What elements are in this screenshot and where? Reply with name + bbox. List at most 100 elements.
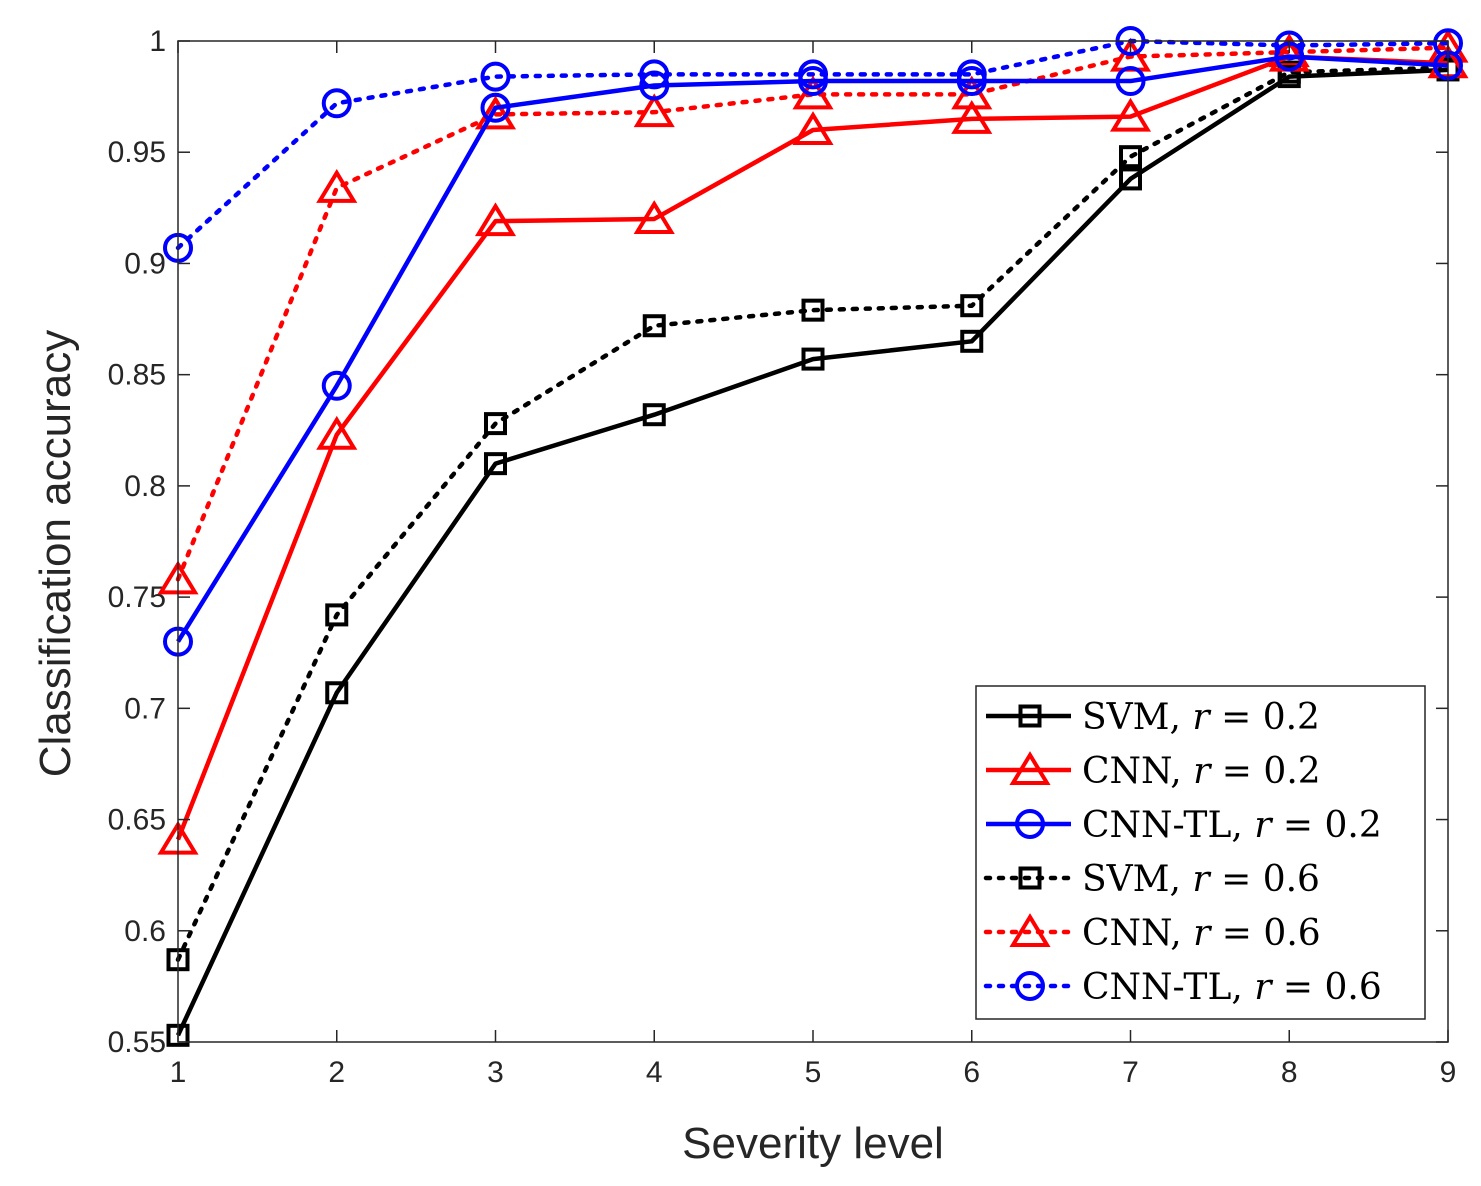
x-tick-label: 3 [487, 1056, 504, 1089]
data-point [1119, 145, 1142, 169]
series-line [175, 67, 1449, 1037]
series-1 [166, 58, 1460, 1047]
legend-label-value: = 0.6 [1271, 967, 1381, 1008]
x-tick-label: 7 [1122, 1056, 1139, 1089]
legend-marker [1018, 704, 1042, 728]
x-tick-label: 5 [805, 1056, 822, 1089]
legend-entry: CNN-TL, r = 0.6 [983, 967, 1382, 1008]
legend-label-prefix: CNN, [1082, 913, 1193, 954]
data-point [321, 88, 352, 119]
legend-label-variable: r [1254, 967, 1273, 1008]
axes-frame [177, 40, 1449, 1043]
legend-label-value: = 0.6 [1210, 859, 1320, 900]
legend-label-prefix: CNN-TL, [1082, 967, 1254, 1008]
legend-label: CNN, r = 0.6 [1082, 913, 1321, 954]
y-tick-label: 0.9 [124, 247, 166, 280]
legend-label-prefix: CNN, [1082, 751, 1193, 792]
axes-box [177, 40, 1449, 1043]
x-tick-label: 2 [328, 1056, 345, 1089]
data-point [633, 93, 675, 128]
x-tick-label: 9 [1440, 1056, 1457, 1089]
data-point [633, 200, 675, 234]
legend-label: SVM, r = 0.2 [1082, 697, 1320, 738]
legend-entry: CNN, r = 0.2 [986, 751, 1321, 792]
legend-box [975, 685, 1426, 1020]
legend-label: CNN, r = 0.2 [1082, 751, 1321, 792]
legend-marker [1009, 751, 1051, 785]
x-tick-label: 8 [1281, 1056, 1298, 1089]
legend-label-value: = 0.2 [1271, 805, 1381, 846]
legend-label-variable: r [1193, 751, 1212, 792]
series-line [175, 54, 1449, 841]
data-point [316, 415, 358, 450]
y-tick-label: 0.55 [108, 1026, 166, 1059]
data-point [484, 412, 507, 436]
legend-marker [1015, 971, 1045, 1001]
legend-label-variable: r [1193, 913, 1212, 954]
data-point [792, 111, 834, 145]
data-point [1109, 97, 1152, 132]
legend-label-prefix: CNN-TL, [1082, 805, 1254, 846]
y-tick-label: 0.75 [108, 581, 166, 614]
legend-marker [1018, 866, 1042, 890]
data-point [325, 681, 349, 705]
y-tick-label: 0.7 [124, 692, 166, 725]
y-tick-label: 0.8 [124, 470, 166, 503]
legend-entry: SVM, r = 0.2 [986, 697, 1320, 738]
data-point [321, 370, 352, 401]
y-axis-title: Classification accuracy [31, 330, 80, 778]
series-line [175, 38, 1451, 251]
data-point [1115, 66, 1146, 97]
legend-label-prefix: SVM, [1082, 697, 1192, 738]
series-line [175, 65, 1451, 962]
data-point [1119, 167, 1142, 191]
data-point [960, 329, 984, 353]
data-point [801, 298, 825, 322]
legend-marker [1015, 809, 1045, 839]
data-point [951, 100, 993, 134]
data-point [642, 403, 666, 427]
legend-label: CNN-TL, r = 0.6 [1082, 967, 1382, 1008]
data-point [316, 168, 358, 203]
legend-label: SVM, r = 0.6 [1082, 859, 1320, 900]
data-point [642, 314, 666, 338]
legend-label-variable: r [1192, 697, 1211, 738]
data-point [325, 603, 349, 627]
data-point [1277, 65, 1301, 89]
data-point [639, 70, 670, 101]
y-tick-label: 0.6 [124, 915, 166, 948]
y-tick-label: 0.95 [108, 136, 166, 169]
x-axis-title: Severity level [682, 1119, 944, 1168]
series-2 [157, 37, 1469, 855]
legend-label-variable: r [1192, 859, 1211, 900]
series-line [176, 54, 1449, 643]
data-point [480, 61, 511, 92]
legend-label-value: = 0.2 [1210, 697, 1320, 738]
data-point [801, 347, 825, 371]
data-point [474, 202, 517, 237]
legend-label-variable: r [1254, 805, 1273, 846]
legend-entry: CNN-TL, r = 0.2 [986, 805, 1382, 846]
data-point [956, 66, 987, 97]
data-point [960, 294, 984, 318]
data-point [484, 452, 507, 476]
legend-label-value: = 0.6 [1210, 913, 1320, 954]
x-tick-label: 1 [170, 1056, 187, 1089]
y-tick-label: 1 [149, 25, 166, 58]
data-point [798, 66, 828, 97]
y-tick-label: 0.65 [108, 804, 166, 837]
x-tick-label: 4 [646, 1056, 663, 1089]
legend-label: CNN-TL, r = 0.2 [1082, 805, 1382, 846]
y-tick-label: 0.85 [108, 359, 166, 392]
legend-label-value: = 0.2 [1210, 751, 1320, 792]
legend-label-prefix: SVM, [1082, 859, 1192, 900]
data-point [480, 92, 511, 123]
legend-entry: SVM, r = 0.6 [983, 859, 1320, 900]
data-point [474, 95, 517, 130]
legend-marker [1009, 913, 1051, 947]
x-tick-label: 6 [963, 1056, 980, 1089]
legend-entry: CNN, r = 0.6 [983, 913, 1321, 954]
